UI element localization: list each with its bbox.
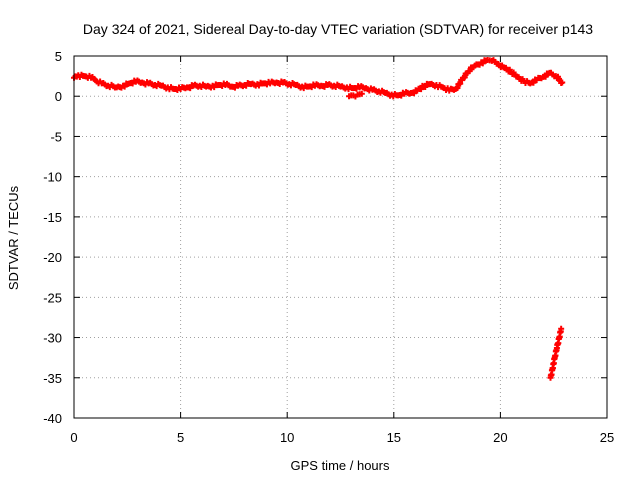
- data-point: [466, 68, 473, 75]
- x-tick-label: 0: [70, 430, 77, 445]
- data-point: [479, 60, 486, 67]
- series-2: [547, 325, 565, 381]
- data-point: [530, 79, 537, 86]
- y-tick-label: -20: [43, 250, 62, 265]
- x-tick-label: 15: [387, 430, 401, 445]
- y-axis-label: SDTVAR / TECUs: [6, 185, 21, 290]
- series-1: [346, 90, 365, 100]
- x-axis-label: GPS time / hours: [291, 458, 390, 473]
- x-tick-label: 20: [493, 430, 507, 445]
- data-point: [411, 90, 418, 97]
- grid-lines: [74, 56, 607, 418]
- data-point: [558, 325, 565, 332]
- y-tick-label: 5: [55, 49, 62, 64]
- data-marks: [71, 57, 566, 381]
- axis-ticks: 0 5 10 15 20 25 5 0 -5 -10 -15 -20 -25 -30 -35 -40: [43, 49, 614, 445]
- chart-title: Day 324 of 2021, Sidereal Day-to-day VTE…: [83, 21, 593, 37]
- data-point: [559, 79, 566, 86]
- x-tick-label: 10: [280, 430, 294, 445]
- plot-frame: [73, 55, 608, 419]
- y-tick-label: -5: [50, 129, 62, 144]
- data-point: [121, 83, 128, 90]
- series-0: [71, 57, 566, 100]
- y-tick-label: -35: [43, 371, 62, 386]
- x-tick-label: 25: [600, 430, 614, 445]
- y-tick-label: 0: [55, 89, 62, 104]
- y-tick-label: -25: [43, 290, 62, 305]
- y-tick-label: -15: [43, 210, 62, 225]
- data-point: [358, 90, 365, 97]
- y-tick-label: -30: [43, 331, 62, 346]
- y-tick-label: -40: [43, 411, 62, 426]
- data-point: [542, 73, 549, 80]
- y-tick-label: -10: [43, 170, 62, 185]
- x-tick-label: 5: [177, 430, 184, 445]
- data-point: [422, 83, 429, 90]
